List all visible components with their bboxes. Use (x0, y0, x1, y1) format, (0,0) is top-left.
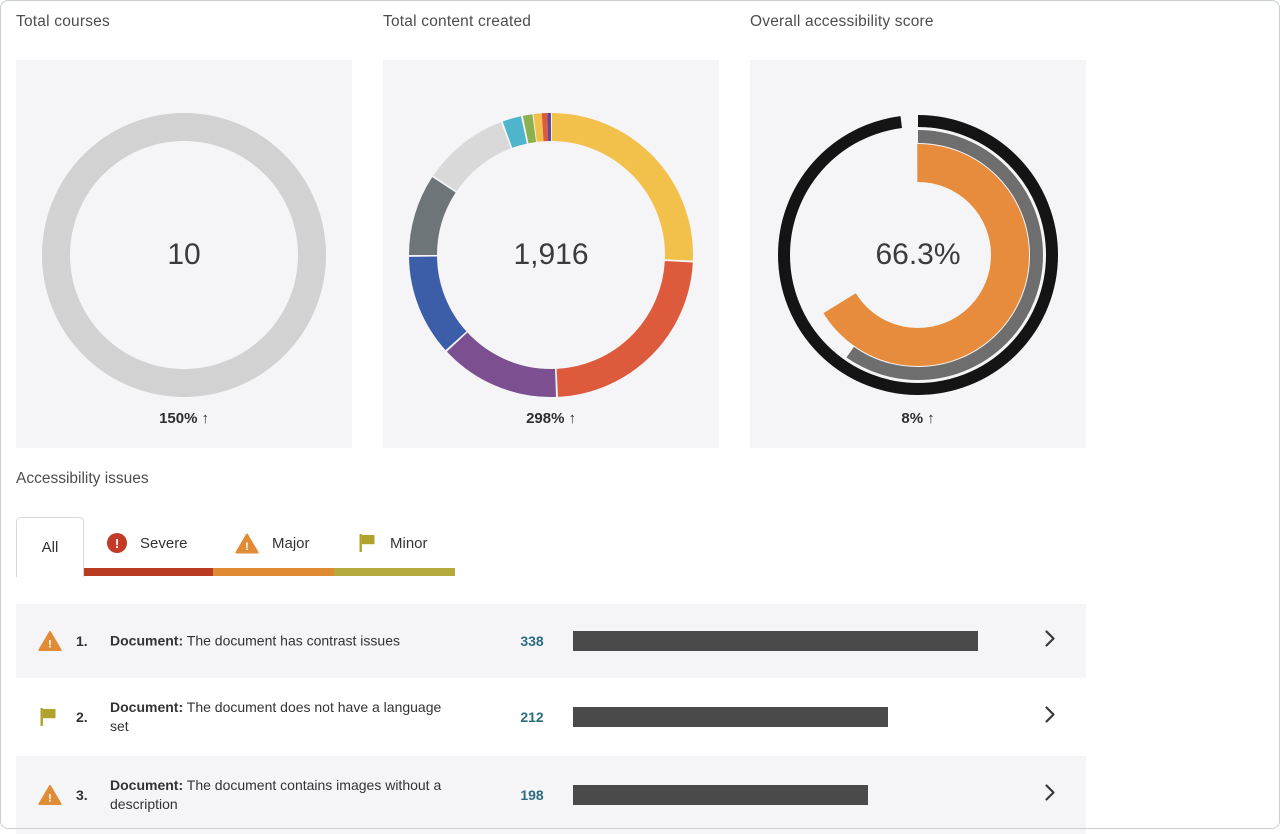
issues-list: ! 1. Document: The document has contrast… (16, 604, 1086, 834)
total-courses-trend: 150% ↑ (16, 410, 352, 427)
flag-icon (357, 533, 377, 553)
tab-all-label: All (41, 539, 59, 556)
accessibility-issues-title: Accessibility issues (16, 470, 149, 487)
total-courses-donut-chart (42, 113, 326, 397)
severity-underline (82, 568, 455, 576)
issue-rank: 2. (76, 709, 88, 725)
tab-major[interactable]: ! Major (235, 519, 310, 567)
svg-text:!: ! (48, 793, 52, 805)
svg-text:!: ! (48, 639, 52, 651)
issue-text: The document has contrast issues (186, 632, 400, 649)
tab-all[interactable]: All (16, 517, 84, 577)
card-title-total-content-created: Total content created (383, 13, 532, 30)
issue-count: 338 (520, 633, 544, 649)
svg-text:!: ! (245, 541, 249, 553)
issue-row[interactable]: 2. Document: The document does not have … (16, 678, 1086, 756)
chevron-right-icon[interactable] (1044, 706, 1056, 729)
issue-description: Document: The document contains images w… (110, 776, 458, 814)
severe-icon: ! (107, 533, 127, 553)
issue-rank: 3. (76, 787, 88, 803)
issue-type-prefix: Document: (110, 632, 184, 649)
warning-triangle-icon: ! (235, 533, 259, 554)
issue-count-bar (573, 785, 868, 805)
accessibility-score-trend: 8% ↑ (750, 410, 1086, 427)
issue-rank: 1. (76, 633, 88, 649)
trend-value: 150% (159, 410, 198, 427)
chevron-right-icon[interactable] (1044, 630, 1056, 653)
issue-description: Document: The document does not have a l… (110, 698, 458, 736)
underline-major-segment (213, 568, 334, 576)
issue-row[interactable]: ! 1. Document: The document has contrast… (16, 604, 1086, 678)
total-content-created-card: 1,916 298% ↑ (383, 60, 719, 448)
trend-up-icon: ↑ (568, 410, 576, 427)
total-courses-card: 10 150% ↑ (16, 60, 352, 448)
trend-value: 8% (901, 410, 924, 427)
underline-minor-segment (334, 568, 455, 576)
issue-count: 212 (520, 709, 544, 725)
issue-type-prefix: Document: (110, 699, 184, 715)
card-title-overall-accessibility-score: Overall accessibility score (750, 13, 934, 30)
tab-severe-label: Severe (140, 534, 188, 552)
total-content-created-trend: 298% ↑ (383, 410, 719, 427)
chevron-right-icon[interactable] (1044, 784, 1056, 807)
card-title-total-courses: Total courses (16, 13, 110, 30)
warning-triangle-icon: ! (38, 785, 62, 806)
flag-icon (38, 707, 58, 727)
underline-severe-segment (82, 568, 213, 576)
accessibility-score-value: 66.3% (875, 238, 961, 271)
tab-severe[interactable]: ! Severe (107, 519, 188, 567)
issue-count: 198 (520, 787, 544, 803)
trend-up-icon: ↑ (927, 410, 935, 427)
accessibility-score-gauge-chart (778, 115, 1058, 395)
tab-major-label: Major (272, 534, 310, 552)
content-created-donut-chart (409, 113, 693, 397)
issue-row[interactable]: ! 3. Document: The document contains ima… (16, 756, 1086, 834)
issue-description: Document: The document has contrast issu… (110, 632, 458, 651)
issue-type-prefix: Document: (110, 777, 184, 793)
trend-value: 298% (526, 410, 565, 427)
trend-up-icon: ↑ (201, 410, 209, 427)
issue-count-bar (573, 707, 888, 727)
issue-text: The document does not have a language se… (110, 699, 442, 734)
total-courses-value: 10 (167, 238, 201, 271)
issue-count-bar (573, 631, 978, 651)
tab-minor[interactable]: Minor (357, 519, 428, 567)
total-content-created-value: 1,916 (513, 238, 589, 271)
warning-triangle-icon: ! (38, 631, 62, 652)
accessibility-score-card: 66.3% 8% ↑ (750, 60, 1086, 448)
issue-text: The document contains images without a d… (110, 777, 442, 812)
tab-minor-label: Minor (390, 534, 428, 552)
